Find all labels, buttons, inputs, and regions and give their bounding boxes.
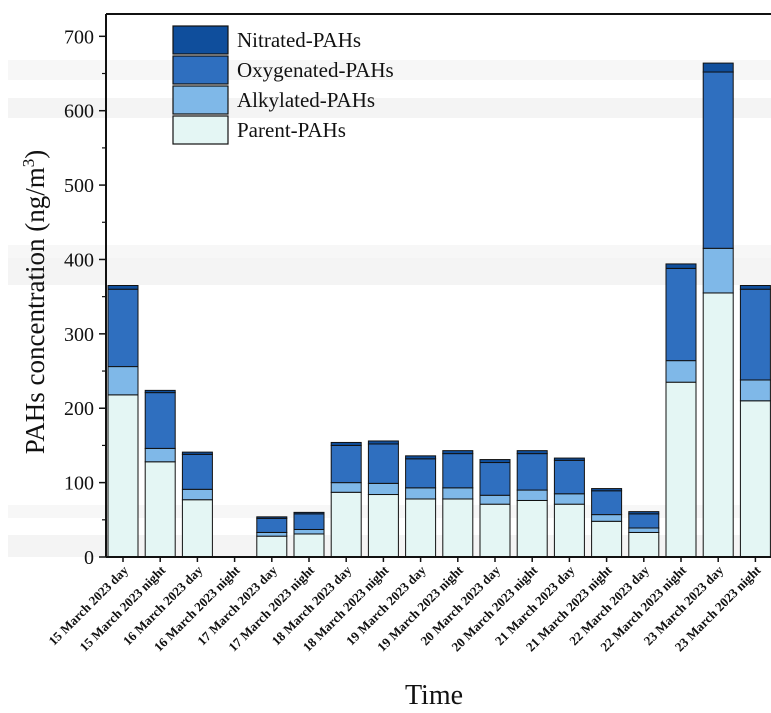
bar-segment-nitrated-pahs bbox=[702, 62, 734, 73]
bar-segment-oxygenated-pahs bbox=[367, 443, 399, 484]
bar-segment-alkylated-pahs bbox=[591, 514, 623, 522]
bar-segment-nitrated-pahs bbox=[553, 457, 585, 461]
bar-segment-nitrated-pahs bbox=[479, 459, 511, 464]
bar-segment-oxygenated-pahs bbox=[739, 288, 771, 381]
bar-segment-nitrated-pahs bbox=[591, 488, 623, 492]
bar-segment-oxygenated-pahs bbox=[628, 513, 660, 529]
bar-segment-oxygenated-pahs bbox=[442, 453, 474, 489]
bar-segment-alkylated-pahs bbox=[739, 379, 771, 402]
bar-segment-oxygenated-pahs bbox=[256, 517, 288, 533]
bar-segment-parent-pahs bbox=[442, 498, 474, 558]
bar-segment-parent-pahs bbox=[628, 531, 660, 558]
y-ticks-group: 0 100 200 300 400 500 600 700 bbox=[64, 26, 106, 569]
bar-segment-nitrated-pahs bbox=[107, 285, 139, 290]
bar-segment-nitrated-pahs bbox=[367, 440, 399, 445]
y-tick-label: 600 bbox=[64, 101, 94, 123]
bar-segment-parent-pahs bbox=[665, 381, 697, 558]
legend-swatch bbox=[172, 55, 229, 85]
legend-swatch bbox=[172, 85, 229, 115]
bar-segment-parent-pahs bbox=[739, 400, 771, 558]
bar-segment-alkylated-pahs bbox=[181, 488, 213, 501]
legend-label: Alkylated-PAHs bbox=[237, 88, 375, 112]
legend-label: Nitrated-PAHs bbox=[237, 28, 361, 52]
bar-segment-alkylated-pahs bbox=[479, 494, 511, 505]
axes-group bbox=[105, 13, 771, 558]
bar-segment-parent-pahs bbox=[181, 499, 213, 558]
bar-segment-nitrated-pahs bbox=[516, 450, 548, 455]
bar-segment-parent-pahs bbox=[144, 461, 176, 558]
bar-segment-nitrated-pahs bbox=[293, 511, 325, 515]
background-band bbox=[8, 245, 771, 262]
bar-segment-parent-pahs bbox=[591, 520, 623, 558]
bar-segment-alkylated-pahs bbox=[293, 528, 325, 535]
y-tick-label: 100 bbox=[64, 473, 94, 495]
bar-segment-alkylated-pahs bbox=[144, 447, 176, 463]
bar-segment-parent-pahs bbox=[107, 394, 139, 558]
y-tick-label: 700 bbox=[64, 26, 94, 48]
bar-segment-oxygenated-pahs bbox=[330, 444, 362, 484]
legend-label: Parent-PAHs bbox=[237, 118, 346, 142]
bar-segment-parent-pahs bbox=[553, 503, 585, 558]
bar-segment-alkylated-pahs bbox=[516, 489, 548, 501]
y-axis-title: PAHs concentration (ng/m3) bbox=[19, 150, 50, 454]
y-tick-label: 300 bbox=[64, 324, 94, 346]
bar-segment-parent-pahs bbox=[405, 498, 437, 558]
bar-segment-alkylated-pahs bbox=[628, 527, 660, 533]
legend-swatch bbox=[172, 115, 229, 145]
bar-segment-oxygenated-pahs bbox=[405, 458, 437, 489]
bar-segment-alkylated-pahs bbox=[256, 531, 288, 537]
bars-group bbox=[107, 62, 771, 558]
bar-segment-oxygenated-pahs bbox=[107, 288, 139, 368]
x-axis-title: Time bbox=[405, 680, 463, 711]
bar-segment-nitrated-pahs bbox=[144, 389, 176, 394]
bar-segment-nitrated-pahs bbox=[628, 511, 660, 515]
bar-segment-parent-pahs bbox=[479, 503, 511, 558]
bar-segment-oxygenated-pahs bbox=[553, 459, 585, 495]
bar-segment-oxygenated-pahs bbox=[702, 71, 734, 249]
bar-segment-oxygenated-pahs bbox=[293, 513, 325, 530]
bar-segment-oxygenated-pahs bbox=[144, 392, 176, 449]
bar-segment-alkylated-pahs bbox=[553, 493, 585, 505]
bar-segment-oxygenated-pahs bbox=[591, 490, 623, 516]
y-tick-label: 200 bbox=[64, 398, 94, 420]
legend: Nitrated-PAHs Oxygenated-PAHs Alkylated-PA… bbox=[172, 25, 394, 145]
y-tick-label: 500 bbox=[64, 175, 94, 197]
bar-segment-nitrated-pahs bbox=[256, 516, 288, 519]
bar-segment-nitrated-pahs bbox=[739, 285, 771, 290]
y-tick-label: 400 bbox=[64, 249, 94, 271]
bar-segment-oxygenated-pahs bbox=[181, 453, 213, 490]
bar-segment-nitrated-pahs bbox=[405, 455, 437, 460]
bar-segment-alkylated-pahs bbox=[405, 487, 437, 500]
legend-swatch bbox=[172, 25, 229, 55]
background-band bbox=[8, 98, 771, 118]
bar-segment-parent-pahs bbox=[367, 494, 399, 558]
bar-segment-nitrated-pahs bbox=[181, 451, 213, 455]
bar-segment-alkylated-pahs bbox=[442, 487, 474, 500]
bar-segment-parent-pahs bbox=[256, 535, 288, 558]
bar-segment-oxygenated-pahs bbox=[479, 462, 511, 496]
legend-label: Oxygenated-PAHs bbox=[237, 58, 394, 82]
bar-segment-nitrated-pahs bbox=[330, 441, 362, 446]
bar-segment-alkylated-pahs bbox=[367, 482, 399, 496]
bar-segment-parent-pahs bbox=[516, 499, 548, 558]
bar-segment-alkylated-pahs bbox=[107, 366, 139, 396]
bar-segment-nitrated-pahs bbox=[442, 450, 474, 455]
bar-segment-alkylated-pahs bbox=[665, 360, 697, 383]
bar-segment-alkylated-pahs bbox=[702, 247, 734, 294]
bar-segment-alkylated-pahs bbox=[330, 482, 362, 493]
y-tick-label: 0 bbox=[84, 547, 94, 569]
bar-segment-parent-pahs bbox=[702, 292, 734, 558]
bar-segment-oxygenated-pahs bbox=[516, 453, 548, 491]
bar-segment-parent-pahs bbox=[293, 533, 325, 558]
bar-segment-parent-pahs bbox=[330, 491, 362, 558]
bar-segment-nitrated-pahs bbox=[665, 263, 697, 269]
bar-segment-oxygenated-pahs bbox=[665, 267, 697, 362]
background-band bbox=[8, 258, 771, 285]
